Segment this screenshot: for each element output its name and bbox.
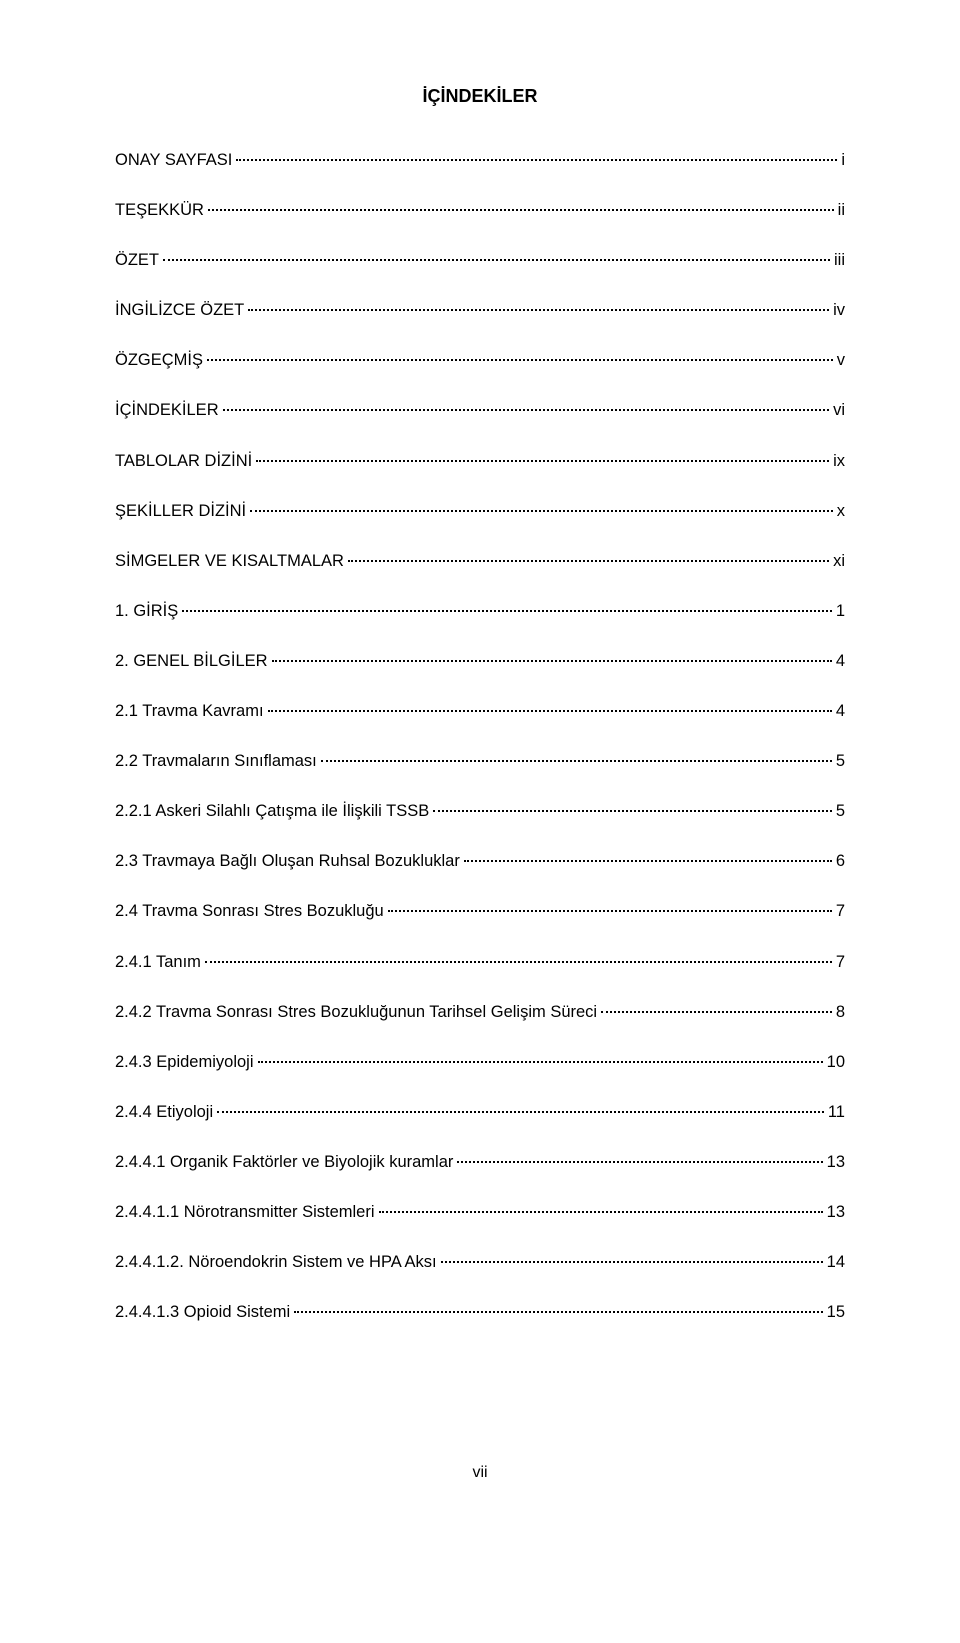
toc-entry: 2.4.1 Tanım 7 bbox=[115, 951, 845, 974]
toc-entry-page: iv bbox=[833, 299, 845, 322]
toc-leader-dots bbox=[601, 1011, 832, 1013]
toc-entry-label: 2. GENEL BİLGİLER bbox=[115, 650, 268, 673]
toc-entry: TABLOLAR DİZİNİ ix bbox=[115, 450, 845, 473]
toc-entry-page: xi bbox=[833, 550, 845, 573]
toc-entry-page: 13 bbox=[827, 1201, 845, 1224]
toc-leader-dots bbox=[217, 1111, 824, 1113]
toc-leader-dots bbox=[379, 1211, 823, 1213]
toc-entry-page: vi bbox=[833, 399, 845, 422]
toc-entry-page: 6 bbox=[836, 850, 845, 873]
toc-entry-page: 5 bbox=[836, 800, 845, 823]
toc-entry: 1. GİRİŞ 1 bbox=[115, 600, 845, 623]
toc-entry-label: SİMGELER VE KISALTMALAR bbox=[115, 550, 344, 573]
toc-entry-page: 1 bbox=[836, 600, 845, 623]
toc-leader-dots bbox=[208, 209, 834, 211]
toc-leader-dots bbox=[207, 359, 833, 361]
toc-entry-label: 2.3 Travmaya Bağlı Oluşan Ruhsal Bozuklu… bbox=[115, 850, 460, 873]
toc-leader-dots bbox=[268, 710, 832, 712]
toc-entry: ŞEKİLLER DİZİNİ x bbox=[115, 500, 845, 523]
toc-entry-label: 2.4.3 Epidemiyoloji bbox=[115, 1051, 254, 1074]
toc-entry-label: 2.4.4 Etiyoloji bbox=[115, 1101, 213, 1124]
toc-entry: ÖZGEÇMİŞ v bbox=[115, 349, 845, 372]
toc-entry-label: 1. GİRİŞ bbox=[115, 600, 178, 623]
toc-entry-page: 11 bbox=[828, 1101, 845, 1124]
toc-entry: ÖZET iii bbox=[115, 249, 845, 272]
toc-leader-dots bbox=[163, 259, 830, 261]
toc-entry-label: 2.2.1 Askeri Silahlı Çatışma ile İlişkil… bbox=[115, 800, 429, 823]
toc-entry-label: 2.2 Travmaların Sınıflaması bbox=[115, 750, 317, 773]
toc-entry: 2.4.4 Etiyoloji 11 bbox=[115, 1101, 845, 1124]
toc-leader-dots bbox=[457, 1161, 822, 1163]
toc-entry-page: 4 bbox=[836, 700, 845, 723]
toc-leader-dots bbox=[248, 309, 829, 311]
toc-leader-dots bbox=[321, 760, 832, 762]
toc-entry: İÇİNDEKİLER vi bbox=[115, 399, 845, 422]
toc-entry-page: 13 bbox=[827, 1151, 845, 1174]
toc-entry-page: 4 bbox=[836, 650, 845, 673]
toc-entry: TEŞEKKÜR ii bbox=[115, 199, 845, 222]
toc-entry: 2.3 Travmaya Bağlı Oluşan Ruhsal Bozuklu… bbox=[115, 850, 845, 873]
toc-leader-dots bbox=[205, 961, 832, 963]
toc-entry-page: 7 bbox=[836, 951, 845, 974]
toc-entry-label: İNGİLİZCE ÖZET bbox=[115, 299, 244, 322]
toc-leader-dots bbox=[464, 860, 832, 862]
toc-leader-dots bbox=[250, 510, 833, 512]
toc-entry-label: 2.4.2 Travma Sonrası Stres Bozukluğunun … bbox=[115, 1001, 597, 1024]
toc-entry-label: 2.1 Travma Kavramı bbox=[115, 700, 264, 723]
toc-entry-label: 2.4.4.1.1 Nörotransmitter Sistemleri bbox=[115, 1201, 375, 1224]
toc-entry-label: TABLOLAR DİZİNİ bbox=[115, 450, 252, 473]
toc-entry: SİMGELER VE KISALTMALAR xi bbox=[115, 550, 845, 573]
toc-leader-dots bbox=[258, 1061, 823, 1063]
toc-entry-label: ŞEKİLLER DİZİNİ bbox=[115, 500, 246, 523]
toc-entry-page: 10 bbox=[827, 1051, 845, 1074]
toc-leader-dots bbox=[256, 460, 829, 462]
toc-entry-label: ÖZGEÇMİŞ bbox=[115, 349, 203, 372]
toc-entry: 2.1 Travma Kavramı 4 bbox=[115, 700, 845, 723]
toc-entry-label: 2.4 Travma Sonrası Stres Bozukluğu bbox=[115, 900, 384, 923]
toc-leader-dots bbox=[388, 910, 832, 912]
toc-leader-dots bbox=[182, 610, 832, 612]
toc-entry-label: ONAY SAYFASI bbox=[115, 149, 232, 172]
toc-leader-dots bbox=[441, 1261, 823, 1263]
toc-entry: 2.4.4.1.1 Nörotransmitter Sistemleri 13 bbox=[115, 1201, 845, 1224]
toc-entry-page: 5 bbox=[836, 750, 845, 773]
toc-leader-dots bbox=[272, 660, 832, 662]
toc-leader-dots bbox=[348, 560, 829, 562]
toc-entry-label: TEŞEKKÜR bbox=[115, 199, 204, 222]
toc-entry: 2. GENEL BİLGİLER 4 bbox=[115, 650, 845, 673]
toc-leader-dots bbox=[294, 1311, 822, 1313]
toc-entry: 2.4.2 Travma Sonrası Stres Bozukluğunun … bbox=[115, 1001, 845, 1024]
toc-leader-dots bbox=[223, 409, 829, 411]
toc-entry-label: İÇİNDEKİLER bbox=[115, 399, 219, 422]
toc-entry-label: 2.4.4.1 Organik Faktörler ve Biyolojik k… bbox=[115, 1151, 453, 1174]
toc-entry: 2.2.1 Askeri Silahlı Çatışma ile İlişkil… bbox=[115, 800, 845, 823]
toc-leader-dots bbox=[433, 810, 832, 812]
toc-leader-dots bbox=[236, 159, 837, 161]
toc-entry-label: 2.4.4.1.2. Nöroendokrin Sistem ve HPA Ak… bbox=[115, 1251, 437, 1274]
toc-entry: ONAY SAYFASI i bbox=[115, 149, 845, 172]
toc-entry-page: iii bbox=[834, 249, 845, 272]
toc-entry: 2.4 Travma Sonrası Stres Bozukluğu 7 bbox=[115, 900, 845, 923]
toc-list: ONAY SAYFASI iTEŞEKKÜR iiÖZET iiiİNGİLİZ… bbox=[115, 149, 845, 1324]
toc-entry: 2.2 Travmaların Sınıflaması 5 bbox=[115, 750, 845, 773]
toc-entry-page: 15 bbox=[827, 1301, 845, 1324]
toc-entry: İNGİLİZCE ÖZET iv bbox=[115, 299, 845, 322]
toc-entry: 2.4.4.1.3 Opioid Sistemi 15 bbox=[115, 1301, 845, 1324]
toc-entry-page: 7 bbox=[836, 900, 845, 923]
toc-entry: 2.4.4.1.2. Nöroendokrin Sistem ve HPA Ak… bbox=[115, 1251, 845, 1274]
toc-entry-page: 14 bbox=[827, 1251, 845, 1274]
toc-entry-label: 2.4.1 Tanım bbox=[115, 951, 201, 974]
toc-entry: 2.4.3 Epidemiyoloji 10 bbox=[115, 1051, 845, 1074]
toc-entry-page: i bbox=[841, 149, 845, 172]
toc-entry: 2.4.4.1 Organik Faktörler ve Biyolojik k… bbox=[115, 1151, 845, 1174]
toc-entry-label: ÖZET bbox=[115, 249, 159, 272]
toc-entry-page: ii bbox=[838, 199, 845, 222]
toc-entry-page: x bbox=[837, 500, 845, 523]
page-number: vii bbox=[115, 1464, 845, 1482]
toc-entry-page: ix bbox=[833, 450, 845, 473]
toc-entry-label: 2.4.4.1.3 Opioid Sistemi bbox=[115, 1301, 290, 1324]
page-title: İÇİNDEKİLER bbox=[115, 86, 845, 107]
toc-entry-page: 8 bbox=[836, 1001, 845, 1024]
toc-entry-page: v bbox=[837, 349, 845, 372]
